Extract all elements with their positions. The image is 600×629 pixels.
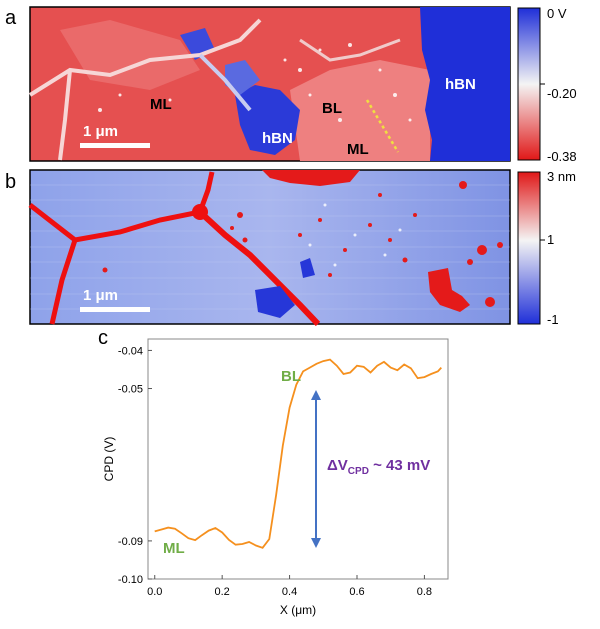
chart-label-ml: ML xyxy=(163,540,185,557)
speckles-b xyxy=(308,203,402,267)
label-ml-right: ML xyxy=(347,141,369,158)
delta-arrow xyxy=(311,390,321,548)
y-tick-label: -0.04 xyxy=(118,345,143,357)
panel-a-map: ML hBN BL ML hBN 1 μm xyxy=(28,6,511,162)
label-hbn-right: hBN xyxy=(445,76,476,93)
scalebar-a xyxy=(80,143,150,148)
plot-frame xyxy=(147,338,449,580)
colorbar-a-bottom: -0.38 xyxy=(547,149,577,164)
islands-small xyxy=(102,181,503,307)
x-axis-title: X (μm) xyxy=(280,603,316,617)
label-bl: BL xyxy=(322,100,342,117)
hbn-dark-patch xyxy=(255,286,295,318)
cpd-profile-chart: -0.04 -0.05 -0.09 -0.10 0.0 0.2 0.4 0.6 0.8 CPD… xyxy=(102,338,449,617)
colorbar-a-top: 0 V xyxy=(547,6,567,21)
panel-a-letter: a xyxy=(5,7,17,29)
x-tick-label: 0.6 xyxy=(349,586,364,598)
panel-b-map: 1 μm xyxy=(28,169,511,327)
label-hbn-center: hBN xyxy=(262,130,293,147)
x-tick-label: 0.2 xyxy=(215,586,230,598)
y-axis: -0.04 -0.05 -0.09 -0.10 xyxy=(118,345,152,586)
colorbar-b-mid: 1 xyxy=(547,232,554,247)
label-ml-left: ML xyxy=(150,96,172,113)
y-tick-label: -0.10 xyxy=(118,574,143,586)
hbn-region-center xyxy=(235,85,300,155)
speckles-a xyxy=(98,43,412,122)
grain-boundary-3 xyxy=(197,209,321,327)
scalebar-b-label: 1 μm xyxy=(83,287,118,304)
colorbar-b-top: 3 nm xyxy=(547,169,576,184)
panel-c-letter: c xyxy=(98,327,108,349)
x-axis: 0.0 0.2 0.4 0.6 0.8 xyxy=(147,575,432,598)
cpd-series-line xyxy=(154,358,442,549)
delta-vcpd-label: ΔVCPD ~ 43 mV xyxy=(327,457,430,477)
colorbar-a-mid: -0.20 xyxy=(547,86,577,101)
scalebar-b xyxy=(80,307,150,312)
chart-label-bl: BL xyxy=(281,368,301,385)
x-tick-label: 0.0 xyxy=(147,586,162,598)
profile-line xyxy=(365,99,400,153)
y-tick-label: -0.09 xyxy=(118,536,143,548)
colorbar-b-bottom: -1 xyxy=(547,312,559,327)
scalebar-a-label: 1 μm xyxy=(83,123,118,140)
island-large xyxy=(428,268,470,312)
colorbar-a: 0 V -0.20 -0.38 xyxy=(517,6,577,164)
colorbar-b: 3 nm 1 -1 xyxy=(517,169,576,327)
y-axis-title: CPD (V) xyxy=(102,437,116,482)
top-blob xyxy=(262,170,360,186)
y-tick-label: -0.05 xyxy=(118,384,143,396)
x-tick-label: 0.8 xyxy=(417,586,432,598)
grain-boundary-2 xyxy=(49,239,78,325)
x-tick-label: 0.4 xyxy=(282,586,297,598)
hbn-region-right xyxy=(420,7,510,161)
bilayer-region xyxy=(290,60,430,161)
panel-b-letter: b xyxy=(5,171,16,193)
